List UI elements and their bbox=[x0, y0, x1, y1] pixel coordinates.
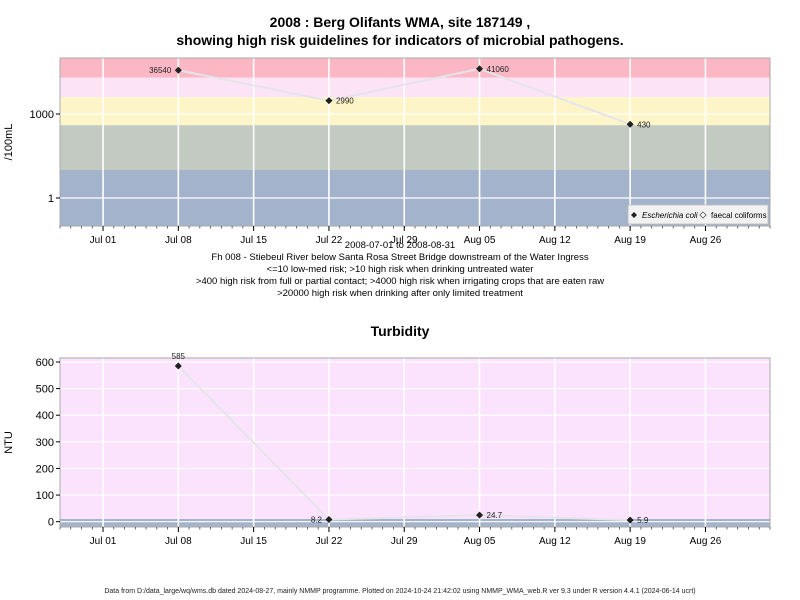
turb-xtick-label-3: Jul 22 bbox=[316, 536, 343, 547]
chart-title-line2: showing high risk guidelines for indicat… bbox=[176, 32, 624, 48]
ecoli-point-2 bbox=[475, 65, 484, 73]
chart-title-line1: 2008 : Berg Olifants WMA, site 187149 , bbox=[269, 14, 531, 30]
turb-point-label-0: 585 bbox=[172, 352, 186, 361]
turb-point-2 bbox=[475, 511, 484, 519]
guideline-line-2: >400 high risk from full or partial cont… bbox=[195, 276, 605, 287]
ecoli-xtick-label-0: Jul 01 bbox=[90, 235, 117, 246]
turb-xtick-label-7: Aug 19 bbox=[614, 536, 646, 547]
ecoli-point-label-1: 2990 bbox=[336, 97, 354, 106]
turb-point-label-2: 24.7 bbox=[487, 511, 503, 520]
ecoli-band-2 bbox=[60, 97, 770, 126]
ecoli-xtick-label-4: Jul 29 bbox=[391, 235, 418, 246]
turb-point-label-3: 5.9 bbox=[637, 516, 649, 525]
ecoli-xtick-label-8: Aug 26 bbox=[690, 235, 722, 246]
turb-xtick-label-6: Aug 12 bbox=[539, 536, 571, 547]
legend-ecoli-marker bbox=[631, 212, 637, 218]
guideline-line-3: >20000 high risk when drinking after onl… bbox=[277, 288, 523, 299]
ecoli-band-1 bbox=[60, 125, 770, 170]
turb-point-0 bbox=[174, 362, 182, 370]
turb-ylabel: NTU bbox=[3, 431, 15, 454]
ecoli-xtick-label-1: Jul 08 bbox=[165, 235, 192, 246]
turbidity-title: Turbidity bbox=[370, 323, 430, 339]
footer-note: Data from D:/data_large/wq/wms.db dated … bbox=[104, 588, 696, 595]
turb-xtick-label-4: Jul 29 bbox=[391, 536, 418, 547]
ecoli-point-1 bbox=[325, 97, 333, 105]
ecoli-xtick-label-3: Jul 22 bbox=[316, 235, 343, 246]
ecoli-ytick-label-1: 1000 bbox=[30, 109, 54, 121]
ecoli-xtick-label-2: Jul 15 bbox=[240, 235, 267, 246]
turb-xtick-label-1: Jul 08 bbox=[165, 536, 192, 547]
ecoli-point-label-0: 36540 bbox=[149, 66, 172, 75]
ecoli-point-label-2: 41060 bbox=[487, 65, 510, 74]
turb-ytick-label-1: 100 bbox=[36, 490, 54, 502]
ecoli-band-4 bbox=[60, 58, 770, 78]
turb-ytick-label-5: 500 bbox=[36, 384, 54, 396]
legend-faecal-label: faecal coliforms bbox=[711, 211, 767, 220]
turb-ytick-label-6: 600 bbox=[36, 357, 54, 369]
turb-xtick-label-8: Aug 26 bbox=[690, 536, 722, 547]
turb-point-1 bbox=[325, 515, 333, 524]
legend-box bbox=[627, 204, 769, 225]
turb-ytick-label-0: 0 bbox=[48, 517, 54, 529]
turb-point-3 bbox=[626, 516, 634, 524]
turb-point-label-1: 8.2 bbox=[311, 515, 323, 524]
turb-xtick-label-5: Aug 05 bbox=[464, 536, 496, 547]
turb-xtick-label-0: Jul 01 bbox=[90, 536, 117, 547]
ecoli-series-line-0 bbox=[178, 67, 631, 126]
turb-ytick-label-2: 200 bbox=[36, 463, 54, 475]
ecoli-point-3 bbox=[626, 120, 634, 128]
site-description: Fh 008 - Stiebeul River below Santa Rosa… bbox=[211, 252, 589, 263]
ecoli-xtick-label-6: Aug 12 bbox=[539, 235, 571, 246]
guideline-line-1: <=10 low-med risk; >10 high risk when dr… bbox=[266, 264, 534, 275]
ecoli-xtick-label-7: Aug 19 bbox=[614, 235, 646, 246]
date-range: 2008-07-01 to 2008-08-31 bbox=[344, 240, 456, 251]
turb-ytick-label-4: 400 bbox=[36, 410, 54, 422]
turb-series-line-0 bbox=[177, 365, 631, 522]
ecoli-xtick-label-5: Aug 05 bbox=[464, 235, 496, 246]
ecoli-point-0 bbox=[174, 66, 182, 74]
turb-band-0 bbox=[60, 519, 770, 527]
ecoli-band-3 bbox=[60, 77, 770, 98]
ecoli-ytick-label-0: 1 bbox=[48, 193, 54, 205]
turb-xtick-label-2: Jul 15 bbox=[240, 536, 267, 547]
legend-ecoli-label: Escherichia coli bbox=[642, 211, 698, 220]
ecoli-ylabel: /100mL bbox=[3, 124, 15, 161]
legend-faecal-marker bbox=[699, 211, 707, 219]
turb-ytick-label-3: 300 bbox=[36, 437, 54, 449]
ecoli-point-label-3: 430 bbox=[637, 120, 651, 129]
